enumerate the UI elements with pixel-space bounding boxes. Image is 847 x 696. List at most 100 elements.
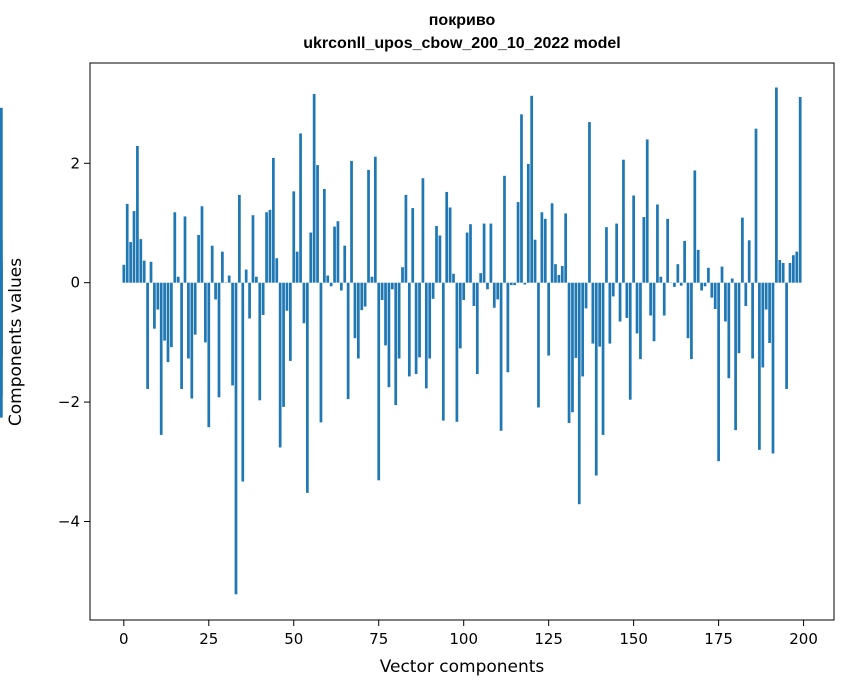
- bar: [322, 188, 326, 283]
- y-tick-label: 0: [70, 274, 80, 292]
- bar: [278, 282, 282, 448]
- bar: [452, 273, 455, 283]
- bar: [594, 282, 598, 476]
- bar: [380, 282, 384, 301]
- bar: [710, 282, 714, 298]
- bar: [754, 128, 758, 283]
- bar: [601, 282, 605, 435]
- bar: [241, 282, 245, 482]
- bar: [666, 218, 669, 283]
- bar: [656, 204, 659, 283]
- x-tick-label: 50: [284, 630, 303, 648]
- bar: [227, 275, 231, 283]
- bar: [533, 239, 537, 283]
- bar: [472, 282, 476, 306]
- bar: [608, 282, 612, 344]
- bar: [367, 169, 370, 283]
- bar: [632, 195, 635, 283]
- bar: [401, 267, 404, 283]
- bar: [445, 191, 449, 283]
- bar: [489, 223, 493, 283]
- bar: [441, 282, 445, 421]
- bar: [132, 211, 136, 283]
- bar: [486, 282, 489, 290]
- bar: [588, 122, 591, 283]
- bar: [197, 234, 200, 283]
- bar: [550, 203, 554, 283]
- bar: [652, 282, 656, 342]
- x-axis-ticks: 0 25 50 75 100 125 150 175 200: [119, 620, 818, 648]
- bar: [346, 282, 350, 400]
- y-tick-label: −2: [58, 393, 80, 411]
- bar: [479, 273, 483, 283]
- bar: [720, 266, 724, 283]
- bar: [312, 94, 316, 283]
- bar: [696, 249, 700, 283]
- bar: [577, 282, 581, 505]
- bar: [275, 258, 279, 283]
- bar: [387, 282, 391, 388]
- bar: [771, 282, 775, 454]
- bar: [0, 107, 3, 283]
- y-tick-label: −4: [58, 512, 80, 530]
- bar: [781, 262, 785, 283]
- bar: [217, 282, 221, 398]
- bar: [547, 282, 551, 356]
- bar: [649, 282, 652, 316]
- bar: [244, 269, 248, 283]
- bar: [435, 225, 438, 283]
- bar: [598, 282, 602, 347]
- bar: [238, 194, 241, 283]
- bar: [557, 274, 561, 283]
- bar: [180, 282, 183, 389]
- bar: [625, 282, 629, 318]
- bar: [139, 239, 143, 283]
- bar: [166, 282, 170, 363]
- plot-area-frame: [89, 62, 835, 621]
- bar: [190, 282, 194, 399]
- bar: [615, 223, 619, 283]
- x-axis-label: Vector components: [379, 657, 545, 677]
- bar: [234, 282, 238, 595]
- bar: [744, 282, 748, 306]
- bar: [537, 282, 540, 408]
- bar: [683, 240, 686, 283]
- bar: [540, 212, 544, 283]
- bar: [581, 282, 585, 377]
- bar: [414, 282, 418, 375]
- bar: [299, 133, 302, 283]
- bar: [163, 282, 166, 341]
- y-axis-ticks: −4 −2 0 2: [58, 154, 90, 530]
- bar: [526, 163, 530, 283]
- bar: [363, 282, 367, 307]
- bar: [302, 282, 306, 324]
- bar: [424, 282, 428, 389]
- bar: [496, 282, 500, 300]
- bar: [261, 282, 265, 315]
- bar: [377, 282, 381, 481]
- bars-group: [0, 87, 802, 595]
- bar: [686, 282, 690, 339]
- bar: [136, 145, 139, 283]
- bar: [567, 282, 571, 423]
- bar: [642, 217, 646, 283]
- bar: [751, 282, 754, 359]
- bar: [411, 208, 415, 283]
- bar: [679, 282, 683, 286]
- bar: [574, 282, 578, 358]
- bar: [407, 282, 411, 377]
- x-tick-label: 25: [199, 630, 218, 648]
- bar: [727, 282, 731, 379]
- x-tick-label: 150: [619, 630, 648, 648]
- bar: [516, 202, 520, 283]
- bar: [530, 95, 534, 283]
- bar: [455, 282, 459, 422]
- bar: [724, 282, 727, 322]
- x-tick-label: 0: [119, 630, 129, 648]
- bar: [690, 282, 693, 360]
- bar: [214, 282, 217, 300]
- bar: [571, 282, 574, 413]
- bar: [305, 282, 309, 493]
- bar: [741, 217, 744, 283]
